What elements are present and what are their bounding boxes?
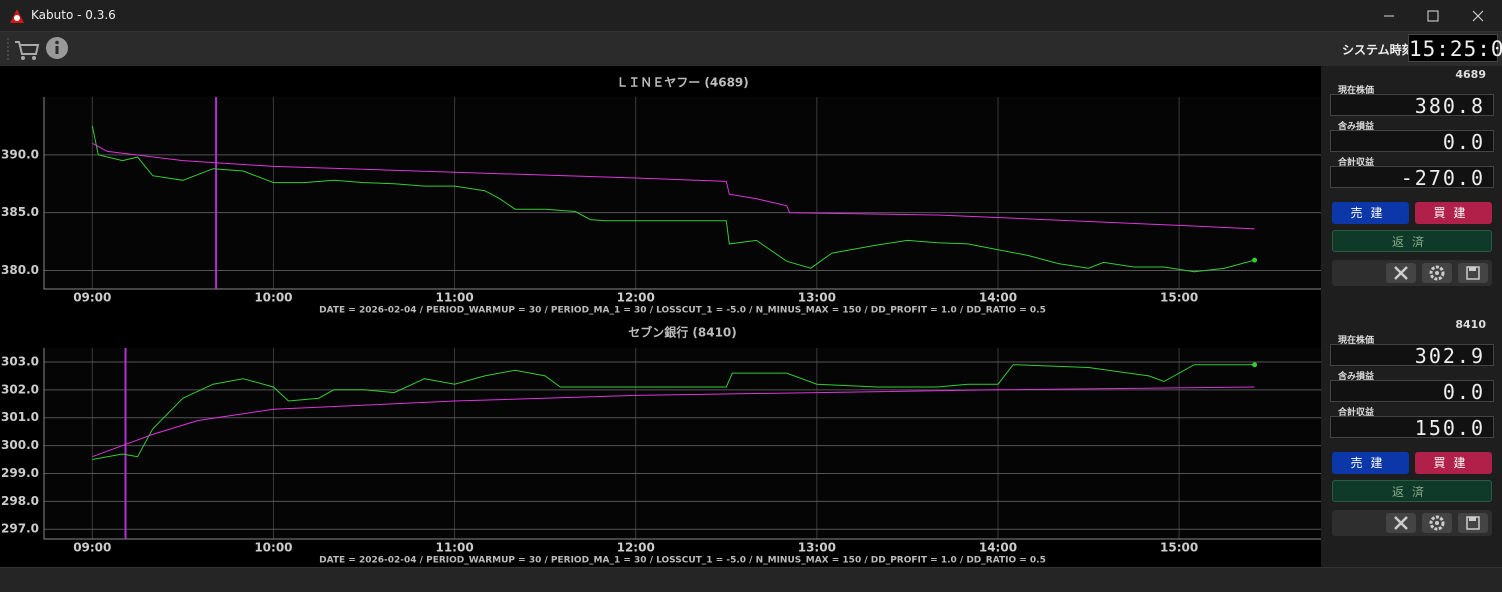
action-button[interactable]: 買建 xyxy=(1415,202,1492,224)
field-label: 合計収益 xyxy=(1338,408,1375,418)
series-line xyxy=(92,142,1255,230)
window-controls xyxy=(1384,10,1484,22)
x-tick-label: 11:00 xyxy=(435,541,473,555)
status-bar xyxy=(0,567,1502,592)
field-value: 380.8 xyxy=(1330,94,1494,117)
icon xyxy=(1466,266,1480,280)
x-tick-label: 15:00 xyxy=(1160,541,1198,555)
field-label: 含み損益 xyxy=(1338,372,1375,382)
axis-line xyxy=(43,97,1321,290)
save-button[interactable] xyxy=(1458,263,1488,283)
y-tick-label: 380.0 xyxy=(1,263,39,277)
chart-footnote: DATE = 2026-02-04 / PERIOD_WARMUP = 30 /… xyxy=(319,306,1046,316)
y-tick-label: 300.0 xyxy=(1,438,39,452)
field-label: 現在株価 xyxy=(1338,336,1375,346)
x-tick-label: 11:00 xyxy=(435,291,473,305)
settings-gear-button[interactable] xyxy=(1422,263,1452,283)
icon xyxy=(1429,265,1445,281)
settings-tools-button[interactable] xyxy=(1386,513,1416,533)
x-tick-label: 12:00 xyxy=(617,541,655,555)
cart-button[interactable] xyxy=(15,41,40,60)
field-value: -270.0 xyxy=(1330,166,1494,189)
chart-title: セブン銀行 (8410) xyxy=(628,325,737,340)
y-tick-label: 385.0 xyxy=(1,205,39,219)
chart-title: ＬＩＮＥヤフー (4689) xyxy=(616,76,749,90)
x-tick-label: 15:00 xyxy=(1160,291,1198,305)
last-point xyxy=(1252,257,1258,263)
y-tick-label: 301.0 xyxy=(1,410,39,424)
settings-gear-button[interactable] xyxy=(1422,513,1452,533)
action-button[interactable]: 売建 xyxy=(1332,202,1409,224)
x-tick-label: 10:00 xyxy=(254,291,292,305)
icon xyxy=(1429,515,1445,531)
x-tick-label: 10:00 xyxy=(254,541,292,555)
toolbar: システム時刻 15:25:01 xyxy=(0,32,1502,66)
series-line xyxy=(91,125,1255,273)
field-label: 合計収益 xyxy=(1338,158,1375,168)
last-point xyxy=(1252,362,1258,368)
axis-line xyxy=(43,348,1321,540)
y-tick-label: 302.0 xyxy=(1,382,39,396)
field-label: 現在株価 xyxy=(1338,86,1375,96)
series-line xyxy=(92,386,1255,458)
title-bar: Kabuto - 0.3.6 xyxy=(0,0,1502,32)
action-button[interactable]: 売建 xyxy=(1332,452,1409,474)
y-tick-label: 298.0 xyxy=(1,494,39,508)
clock-label: システム時刻 xyxy=(1342,43,1414,57)
icon xyxy=(1466,516,1480,530)
maximize[interactable] xyxy=(1427,10,1439,22)
x-tick-label: 09:00 xyxy=(73,291,111,305)
x-tick-label: 13:00 xyxy=(798,291,836,305)
field-value: 0.0 xyxy=(1330,380,1494,403)
y-tick-label: 297.0 xyxy=(1,522,39,536)
action-button[interactable]: 返済 xyxy=(1332,230,1492,252)
side-panel: 4689 現在株価 380.8 含み損益 0.0 合計収益 -270.0 売建 買建 返済 8410… xyxy=(1322,66,1502,567)
x-tick-label: 12:00 xyxy=(617,291,655,305)
app-icon xyxy=(10,9,24,23)
plot-area xyxy=(44,348,1321,539)
window-title: Kabuto - 0.3.6 xyxy=(31,8,116,22)
x-tick-label: 14:00 xyxy=(979,291,1017,305)
charts: ＬＩＮＥヤフー (4689) DATE = 2026-02-04 / PERIOD… xyxy=(0,66,1321,567)
icon xyxy=(1394,516,1408,530)
plot-area xyxy=(44,97,1321,289)
toolbar-icons xyxy=(7,37,68,60)
settings-tools-button[interactable] xyxy=(1386,263,1416,283)
chart-footnote: DATE = 2026-02-04 / PERIOD_WARMUP = 30 /… xyxy=(319,556,1046,566)
field-label: 含み損益 xyxy=(1338,122,1375,132)
field-value: 150.0 xyxy=(1330,416,1494,439)
y-tick-label: 303.0 xyxy=(1,354,39,368)
icon xyxy=(1394,266,1408,280)
field-value: 302.9 xyxy=(1330,344,1494,367)
y-tick-label: 299.0 xyxy=(1,466,39,480)
stock-code: 8410 xyxy=(1455,318,1486,331)
x-tick-label: 14:00 xyxy=(979,541,1017,555)
x-tick-label: 13:00 xyxy=(798,541,836,555)
close[interactable] xyxy=(1472,10,1484,22)
x-tick-label: 09:00 xyxy=(73,541,111,555)
stock-code: 4689 xyxy=(1455,68,1486,81)
tool-bar xyxy=(1332,260,1492,286)
clock-display: 15:25:01 xyxy=(1408,34,1502,62)
action-button[interactable]: 買建 xyxy=(1415,452,1492,474)
y-tick-label: 390.0 xyxy=(1,147,39,161)
save-button[interactable] xyxy=(1458,513,1488,533)
series-line xyxy=(92,364,1255,460)
tool-bar xyxy=(1332,510,1492,536)
action-button[interactable]: 返済 xyxy=(1332,480,1492,502)
info-button[interactable] xyxy=(46,37,68,59)
field-value: 0.0 xyxy=(1330,130,1494,153)
